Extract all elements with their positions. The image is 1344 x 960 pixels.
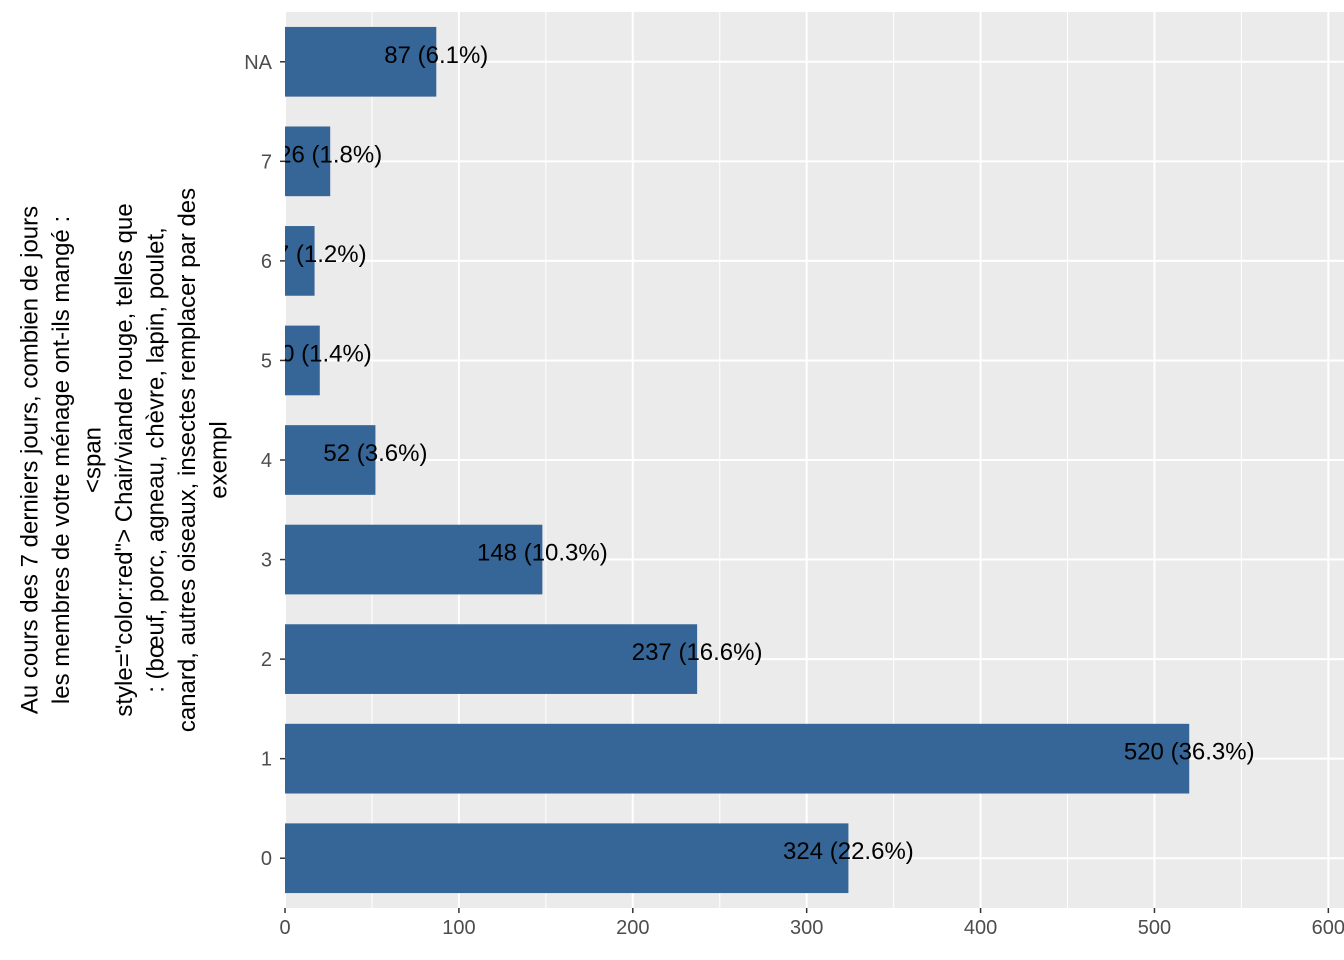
y-axis-title-line: les membres de votre ménage ont-ils mang…: [48, 216, 75, 704]
value-label: 52 (3.6%): [323, 440, 427, 467]
x-tick-label: 0: [279, 917, 290, 939]
y-axis-title-line: exempl: [206, 421, 233, 498]
y-tick-label: 0: [261, 848, 272, 870]
y-tick-label: 5: [261, 350, 272, 372]
bar: [285, 226, 315, 296]
y-tick-label: 7: [261, 151, 272, 173]
bar: [285, 723, 1190, 794]
value-label: 26 (1.8%): [278, 141, 382, 168]
y-tick-label: 4: [261, 450, 272, 472]
x-tick-label: 200: [616, 917, 649, 939]
bar: [285, 26, 437, 97]
y-axis-title-line: : (bœuf, porc, agneau, chèvre, lapin, po…: [143, 227, 170, 693]
y-tick-label: 2: [261, 649, 272, 671]
y-tick-label: 1: [261, 749, 272, 771]
value-label: 20 (1.4%): [268, 340, 372, 367]
value-label: 324 (22.6%): [783, 838, 914, 865]
y-axis-title-line: canard, autres oiseaux, insectes remplac…: [174, 188, 201, 732]
bar: [285, 126, 331, 197]
bar: [285, 425, 376, 495]
value-label: 520 (36.3%): [1124, 739, 1255, 766]
bar: [285, 524, 543, 595]
x-tick-label: 100: [442, 917, 475, 939]
y-tick-label: 3: [261, 550, 272, 572]
bar: [285, 823, 849, 894]
value-label: 17 (1.2%): [263, 241, 367, 268]
y-axis-title-line: <span: [80, 427, 107, 493]
y-axis-title-line: Au cours des 7 derniers jours, combien d…: [17, 206, 44, 714]
y-tick-label: NA: [244, 52, 272, 74]
axes: 0 100 200 300 400 500 600 0 1 2 3 4 5 6 7 NA: [244, 52, 1344, 939]
value-label: 237 (16.6%): [632, 639, 763, 666]
x-tick-label: 300: [790, 917, 823, 939]
value-label: 148 (10.3%): [477, 540, 608, 567]
x-tick-label: 400: [964, 917, 997, 939]
value-label: 87 (6.1%): [384, 42, 488, 69]
y-tick-label: 6: [261, 251, 272, 273]
x-tick-label: 600: [1312, 917, 1344, 939]
bar: [285, 624, 698, 694]
bar: [285, 325, 320, 396]
bars: 324 (22.6%) 520 (36.3%) 237 (16.6%) 148 (10…: [263, 26, 1255, 894]
y-axis-title: Au cours des 7 derniers jours, combien d…: [17, 188, 233, 732]
y-axis-title-line: style="color:red"> Chair/viande rouge, t…: [111, 203, 138, 716]
x-tick-label: 500: [1138, 917, 1171, 939]
